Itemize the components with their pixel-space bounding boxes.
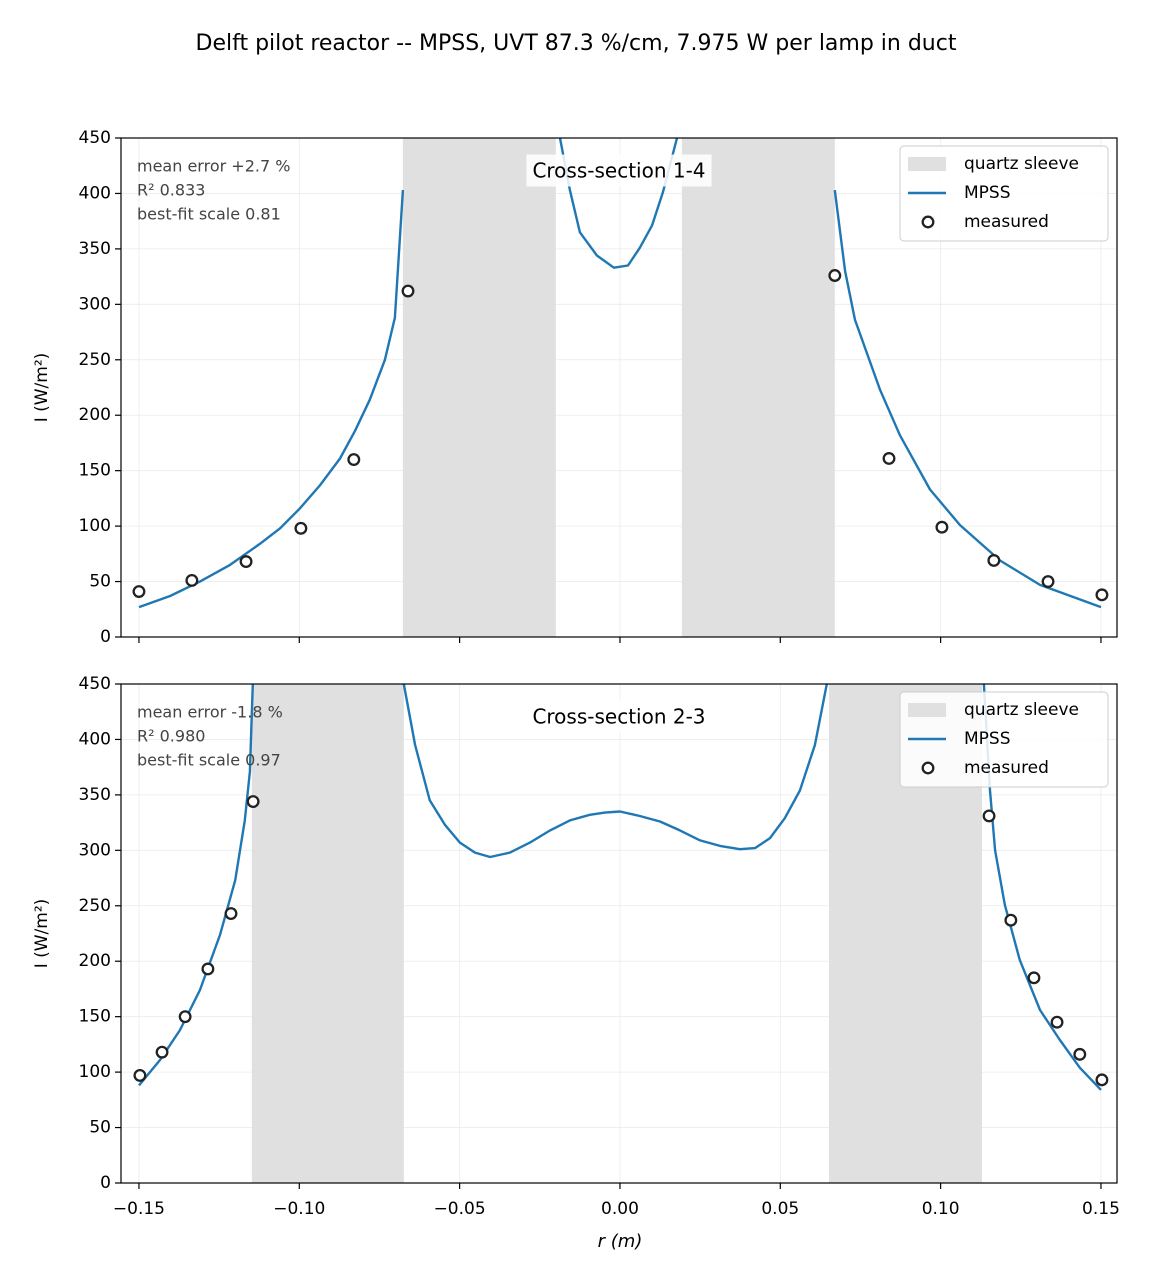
measured-point [347,453,361,467]
quartz-sleeve [681,138,835,637]
x-tick-label: 0.05 [761,1199,799,1219]
subtitle-box [526,700,712,733]
x-tick-label: −0.10 [273,1199,325,1219]
y-tick-label: 450 [79,128,111,148]
legend-box [899,691,1109,788]
measured-point [1095,1073,1109,1087]
y-tick-label: 400 [79,729,111,749]
y-tick-label: 0 [100,627,111,647]
axes-frame [120,683,1118,1184]
subplot-title: Cross-section 2-3 [532,705,705,729]
legend-box [899,145,1109,242]
annotation: best-fit scale 0.97 [137,751,281,770]
y-tick-label: 0 [100,1173,111,1193]
measured-point [1050,1015,1064,1029]
y-axis-label: I (W/m²) [32,353,52,423]
annotation: mean error -1.8 % [137,703,283,722]
measured-point [935,520,949,534]
legend-label: quartz sleeve [964,700,1079,720]
x-tick-label: −0.15 [113,1199,165,1219]
y-tick-label: 100 [79,516,111,536]
legend-swatch [908,703,946,717]
y-tick-label: 200 [79,405,111,425]
x-axis-label: r (m) [598,1231,643,1252]
y-tick-label: 350 [79,239,111,259]
measured-point [401,284,415,298]
y-tick-label: 150 [79,1007,111,1027]
annotation: mean error +2.7 % [137,157,290,176]
legend-label: MPSS [964,729,1011,749]
measured-point [201,962,215,976]
y-tick-label: 250 [79,896,111,916]
y-tick-label: 200 [79,951,111,971]
subtitle-box [526,154,712,187]
x-tick-label: −0.05 [434,1199,486,1219]
y-tick-label: 50 [89,1118,111,1138]
x-tick-label: 0.10 [922,1199,960,1219]
measured-point [155,1045,169,1059]
y-tick-label: 250 [79,350,111,370]
legend-swatch [908,157,946,171]
measured-point [987,554,1001,567]
mpss-line [138,138,1102,609]
quartz-sleeve [251,684,404,1183]
annotation: R² 0.833 [137,181,205,200]
y-tick-label: 450 [79,674,111,694]
legend-label: measured [964,212,1049,232]
y-tick-label: 300 [79,294,111,314]
measured-point [1041,575,1055,589]
measured-point [1004,913,1018,927]
legend-label: quartz sleeve [964,154,1079,174]
plot-area [121,138,1117,637]
annotation: R² 0.980 [137,727,205,746]
y-tick-label: 50 [89,572,111,592]
y-tick-label: 400 [79,183,111,203]
subplot-title: Cross-section 1-4 [532,159,705,183]
measured-point [224,907,238,920]
legend-label: MPSS [964,183,1011,203]
y-tick-label: 300 [79,840,111,860]
measured-point [882,452,896,465]
y-tick-label: 100 [79,1062,111,1082]
y-tick-label: 350 [79,785,111,805]
axes-frame [120,137,1118,638]
measured-point [1095,588,1109,602]
measured-point [246,795,260,808]
legend-swatch [921,761,935,775]
legend-label: measured [964,758,1049,778]
y-tick-label: 150 [79,461,111,481]
x-tick-label: 0.15 [1082,1199,1120,1219]
y-axis-label: I (W/m²) [32,899,52,969]
measured-point [1073,1047,1087,1061]
annotation: best-fit scale 0.81 [137,205,281,224]
x-tick-label: 0.00 [601,1199,639,1219]
figure-title: Delft pilot reactor -- MPSS, UVT 87.3 %/… [196,31,957,56]
quartz-sleeve [402,138,556,637]
measured-point [178,1010,192,1024]
measured-point [294,521,308,535]
measured-point [132,585,146,598]
measured-point [982,809,996,823]
measured-point [185,573,199,587]
measured-point [133,1068,147,1082]
measured-point [239,555,253,569]
measured-point [828,269,842,282]
legend-swatch [921,215,935,229]
measured-point [1027,971,1041,985]
